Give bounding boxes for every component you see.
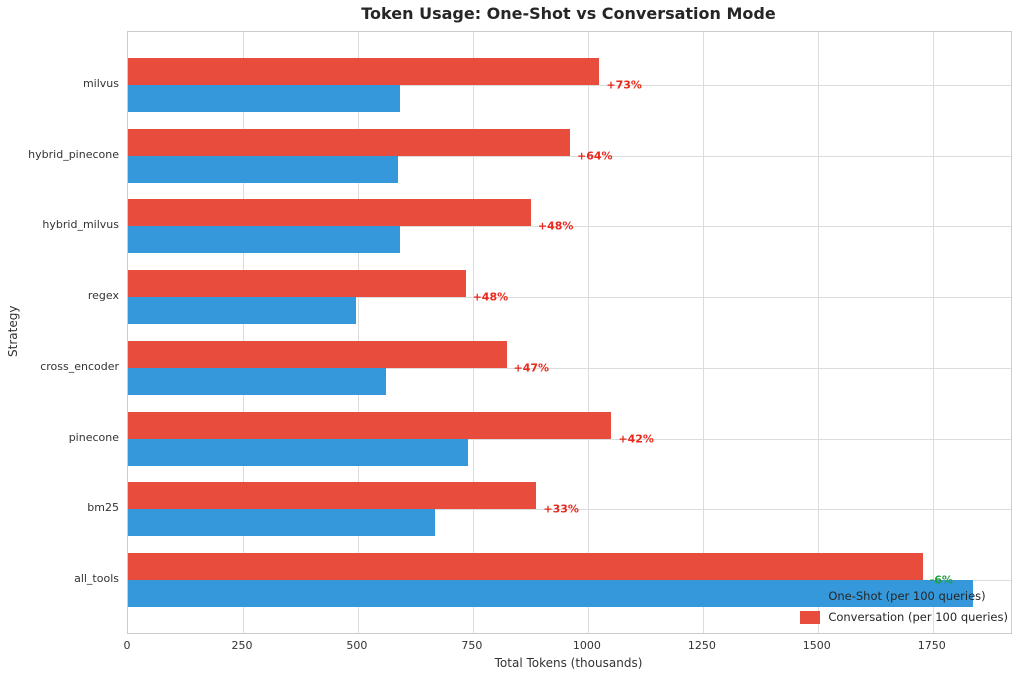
ytick-hybrid_pinecone: hybrid_pinecone	[28, 147, 119, 161]
gridline-y-milvus	[128, 85, 1011, 86]
ytick-all_tools: all_tools	[74, 572, 119, 585]
ytick-cross_encoder: cross_encoder	[40, 359, 119, 373]
xtick-1500: 1500	[802, 639, 831, 652]
bar-conversation-pinecone	[128, 411, 612, 439]
gridline-x-1250	[702, 32, 704, 633]
bar-oneshot-regex	[128, 297, 357, 325]
ytick-bm25: bm25	[87, 501, 119, 515]
xtick-1000: 1000	[572, 639, 601, 652]
xtick-750: 750	[461, 639, 483, 652]
gridline-x-1500	[817, 32, 819, 633]
bar-oneshot-hybrid_pinecone	[128, 155, 398, 183]
annotation-pinecone: +42%	[618, 432, 654, 446]
bar-oneshot-pinecone	[128, 438, 469, 466]
gridline-x-1750	[932, 32, 934, 633]
bar-conversation-cross_encoder	[128, 340, 507, 368]
xtick-1250: 1250	[687, 639, 716, 652]
ytick-pinecone: pinecone	[68, 430, 119, 444]
gridline-y-cross_encoder	[128, 367, 1011, 369]
legend: One-Shot (per 100 queries) Conversation (…	[800, 589, 1008, 624]
bar-conversation-hybrid_pinecone	[128, 128, 570, 156]
annotation-hybrid_pinecone: +64%	[577, 149, 613, 163]
gridline-y-bm25	[128, 509, 1011, 511]
xtick-0: 0	[123, 639, 131, 652]
legend-label: Conversation (per 100 queries)	[828, 610, 1008, 624]
gridline-y-regex	[128, 297, 1011, 299]
annotation-cross_encoder: +47%	[513, 361, 550, 375]
xtick-250: 250	[231, 639, 253, 652]
ytick-milvus: milvus	[82, 77, 119, 90]
bar-oneshot-cross_encoder	[128, 367, 386, 395]
annotation-milvus: +73%	[606, 78, 642, 92]
bar-conversation-hybrid_milvus	[128, 199, 531, 227]
gridline-x-500	[357, 32, 359, 633]
legend-swatch-conversation	[800, 610, 821, 624]
legend-swatch-oneshot	[800, 589, 821, 603]
x-axis-label: Total Tokens (thousands)	[494, 656, 643, 670]
gridline-x-1000	[587, 32, 589, 633]
ytick-hybrid_milvus: hybrid_milvus	[42, 218, 119, 232]
gridline-y-hybrid_milvus	[128, 226, 1011, 228]
bar-conversation-all_tools	[128, 553, 923, 580]
xtick-500: 500	[346, 639, 368, 652]
gridline-y-pinecone	[128, 438, 1011, 440]
legend-item-conversation: Conversation (per 100 queries)	[800, 610, 1008, 624]
legend-item-oneshot: One-Shot (per 100 queries)	[800, 589, 1008, 603]
annotation-all_tools: -6%	[929, 573, 953, 587]
bar-oneshot-milvus	[128, 85, 401, 112]
annotation-regex: +48%	[472, 290, 509, 304]
legend-label: One-Shot (per 100 queries)	[828, 589, 986, 603]
bar-conversation-bm25	[128, 482, 537, 510]
plot-area: One-Shot (per 100 queries) Conversation (…	[127, 31, 1012, 634]
bar-conversation-regex	[128, 270, 466, 298]
y-axis-label: Strategy	[6, 305, 20, 358]
gridline-x-250	[243, 32, 244, 633]
gridline-y-hybrid_pinecone	[128, 155, 1011, 157]
bar-oneshot-bm25	[128, 509, 436, 537]
annotation-hybrid_milvus: +48%	[537, 219, 574, 233]
ytick-regex: regex	[87, 289, 119, 303]
chart-title: Token Usage: One-Shot vs Conversation Mo…	[361, 4, 776, 23]
xtick-1750: 1750	[917, 639, 946, 652]
annotation-bm25: +33%	[543, 502, 579, 516]
bar-conversation-milvus	[128, 58, 600, 85]
bar-oneshot-hybrid_milvus	[128, 226, 401, 254]
gridline-x-750	[472, 32, 474, 633]
bar-oneshot-all_tools	[128, 580, 974, 607]
